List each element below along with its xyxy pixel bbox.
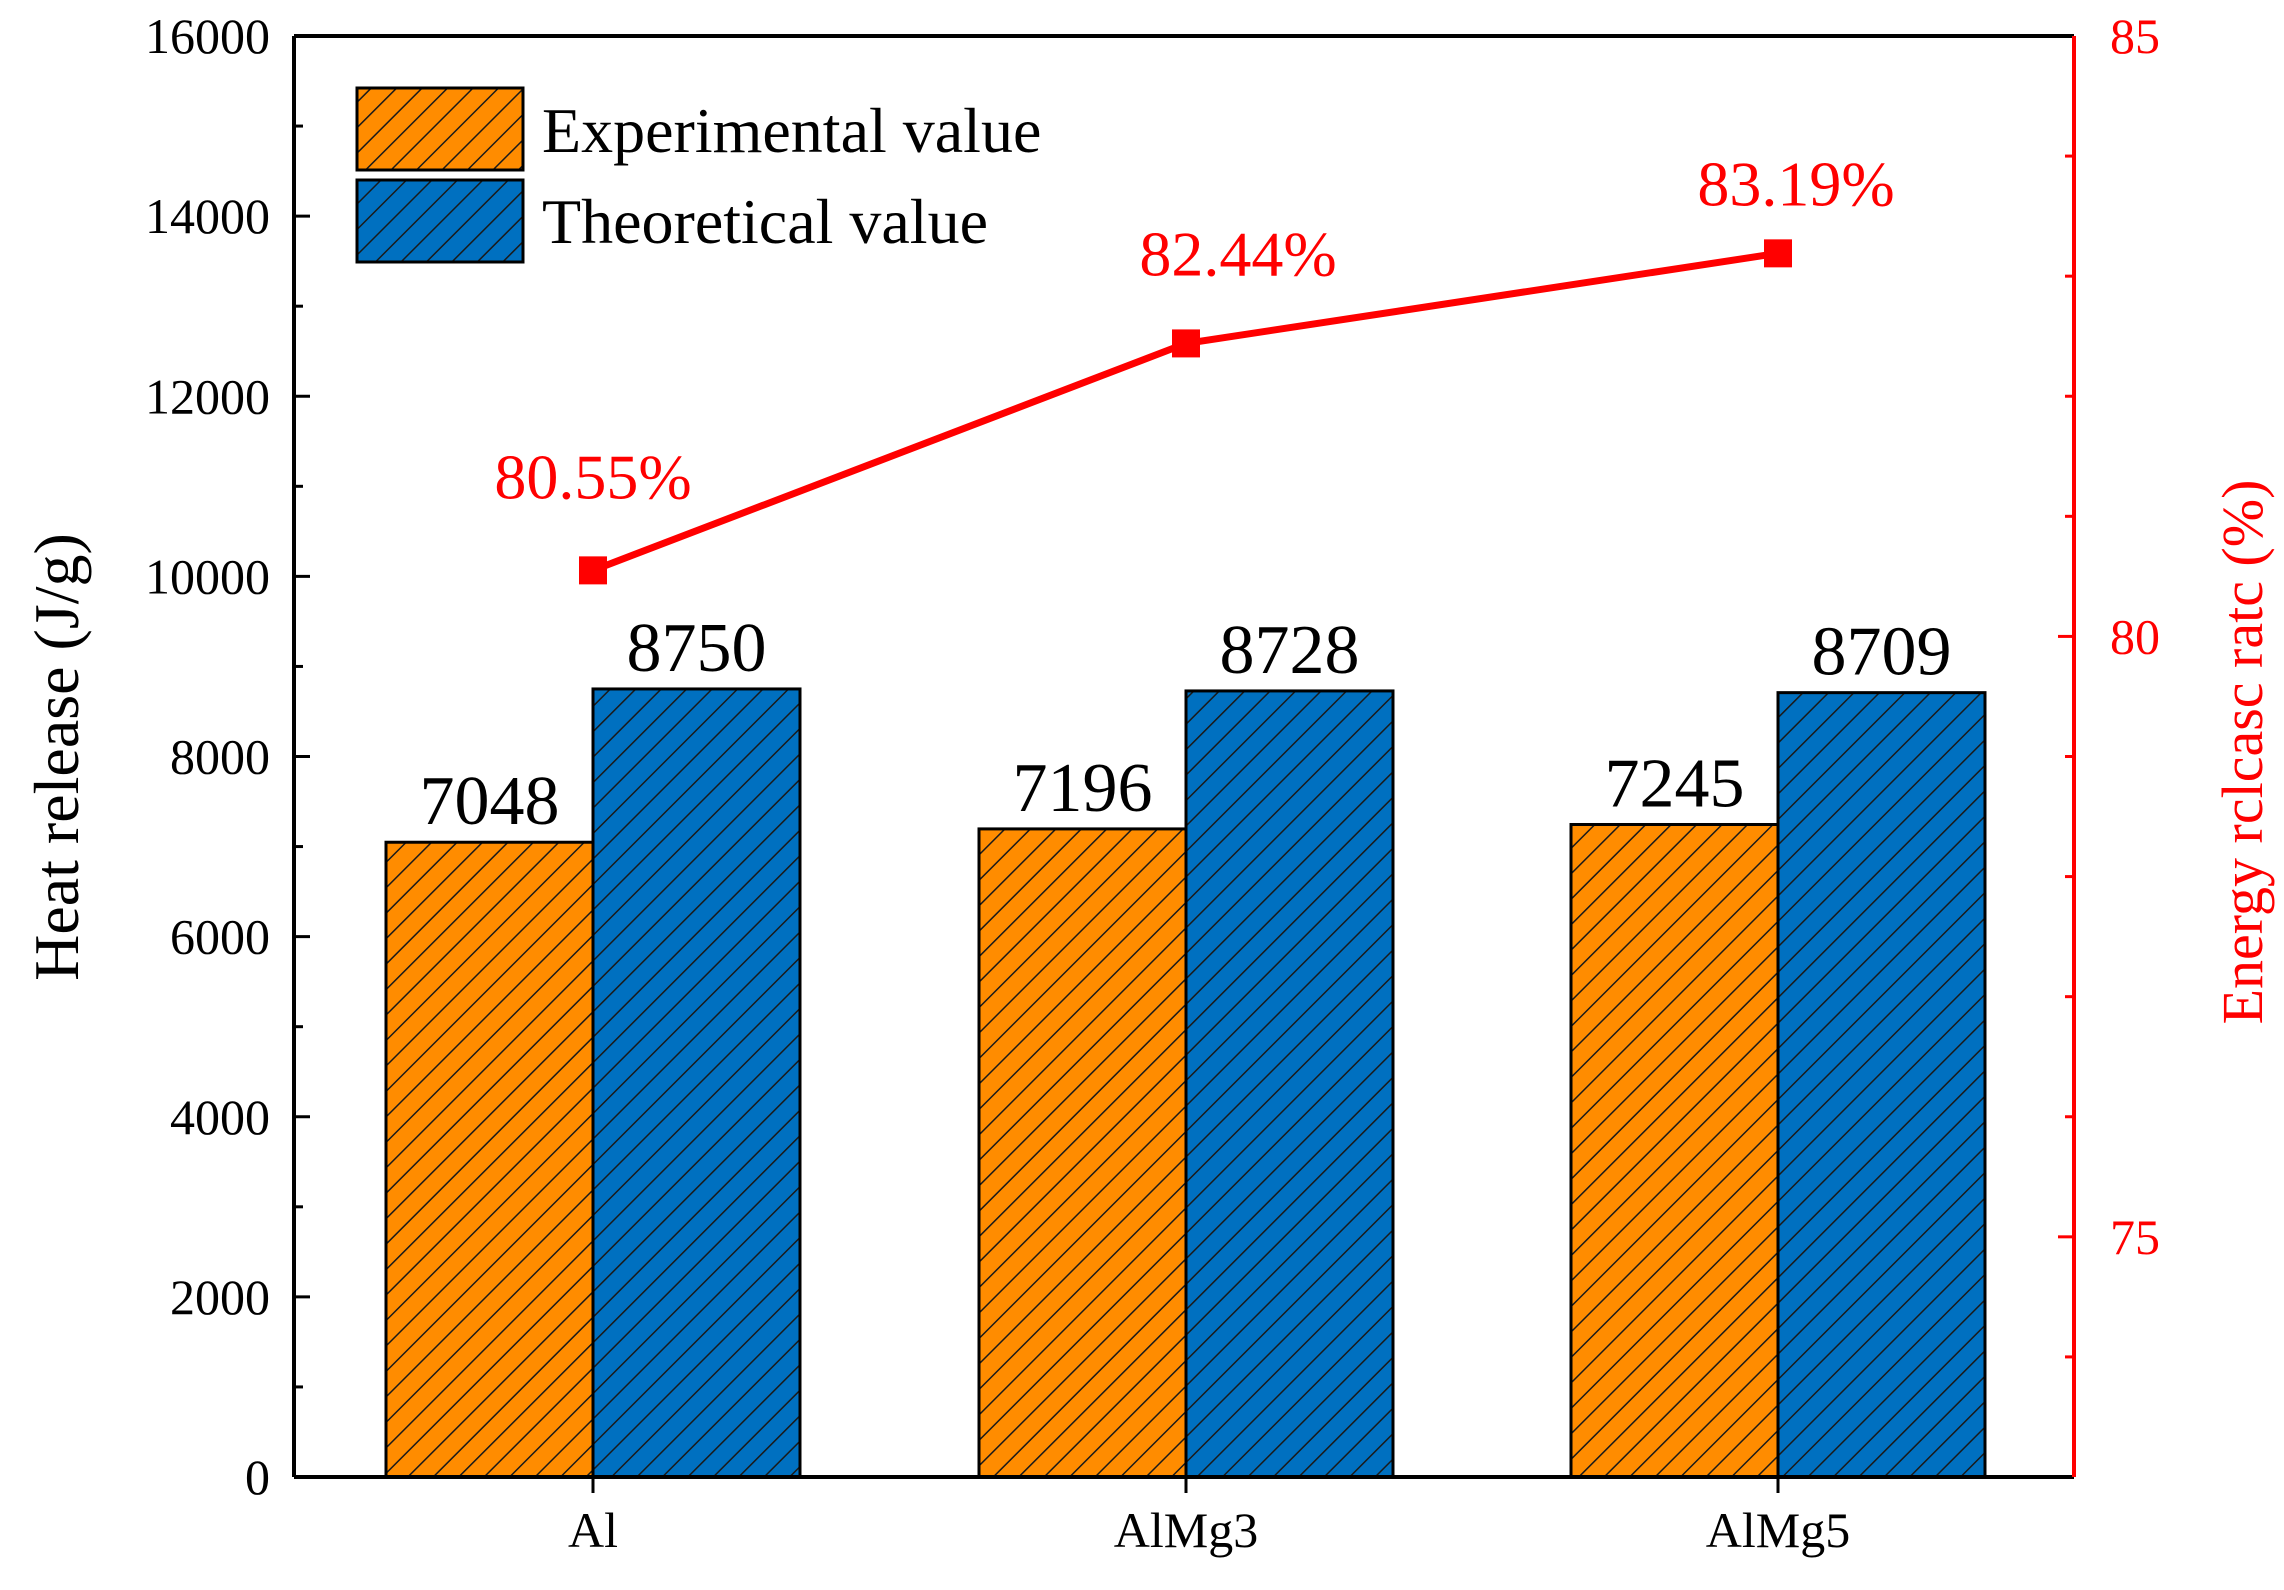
left-tick-label: 10000 — [145, 548, 270, 604]
left-tick-label: 2000 — [170, 1269, 270, 1325]
bar-experimental — [1569, 822, 1780, 1479]
legend: Experimental value Theoretical value — [355, 86, 1041, 264]
x-axis-categories: Al AlMg3 AlMg5 — [568, 1477, 1850, 1558]
x-category-label: AlMg5 — [1706, 1502, 1850, 1558]
left-tick-label: 6000 — [170, 909, 270, 965]
bar-label-experimental: 7245 — [1605, 745, 1745, 822]
line-point-marker — [1764, 239, 1792, 268]
bar-label-experimental: 7048 — [420, 763, 560, 840]
left-tick-label: 12000 — [145, 368, 270, 424]
legend-label-experimental: Experimental value — [542, 95, 1041, 166]
left-y-axis-ticks: 0 2000 4000 6000 8000 10000 12000 14000 16000 — [145, 8, 310, 1505]
right-tick-label: 75 — [2110, 1209, 2160, 1265]
right-tick-label: 85 — [2110, 8, 2160, 64]
bar-label-theoretical: 8709 — [1812, 614, 1952, 691]
bar-theoretical — [1776, 691, 1987, 1479]
legend-label-theoretical: Theoretical value — [542, 186, 988, 257]
line-series: 80.55% 82.44% 83.19% — [494, 148, 1895, 585]
legend-swatch-theoretical — [355, 178, 525, 264]
line-point-label: 82.44% — [1139, 218, 1336, 289]
bar-series — [384, 687, 1987, 1479]
left-tick-label: 0 — [245, 1449, 270, 1505]
bar-theoretical — [591, 687, 802, 1479]
line-point-label: 80.55% — [494, 441, 691, 512]
bar-value-labels: 7048 8750 7196 8728 7245 8709 — [420, 610, 1952, 840]
x-category-label: AlMg3 — [1114, 1502, 1258, 1558]
left-tick-label: 16000 — [145, 8, 270, 64]
line-point-marker — [579, 556, 607, 585]
bar-theoretical — [1184, 689, 1395, 1479]
bar-label-theoretical: 8728 — [1220, 612, 1360, 689]
bar-experimental — [977, 827, 1188, 1479]
left-tick-label: 4000 — [170, 1089, 270, 1145]
bar-experimental — [384, 840, 595, 1479]
bar-label-theoretical: 8750 — [627, 610, 767, 687]
bar-label-experimental: 7196 — [1013, 750, 1153, 827]
energy-release-line — [591, 249, 1779, 574]
right-y-axis-ticks: 75 80 85 — [2058, 8, 2160, 1479]
left-tick-label: 14000 — [145, 188, 270, 244]
left-tick-label: 8000 — [170, 729, 270, 785]
right-tick-label: 80 — [2110, 608, 2160, 664]
left-y-axis-title: Heat release (J/g) — [21, 533, 92, 981]
line-point-marker — [1172, 329, 1200, 358]
x-category-label: Al — [568, 1502, 618, 1558]
right-y-axis-title: Energy rclcasc ratc (%) — [2210, 480, 2275, 1025]
legend-swatch-experimental — [355, 86, 525, 172]
line-point-label: 83.19% — [1697, 148, 1894, 219]
